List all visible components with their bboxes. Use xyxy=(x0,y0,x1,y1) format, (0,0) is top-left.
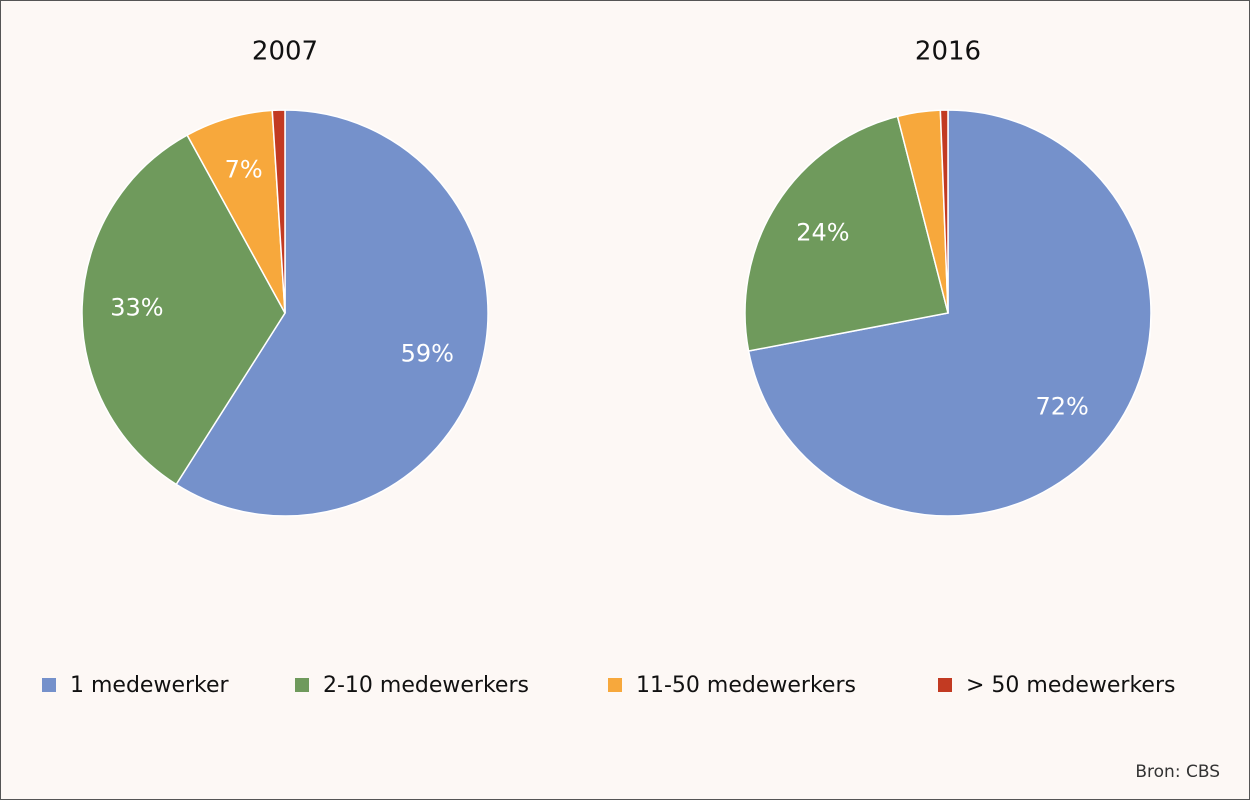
pie-slice xyxy=(175,109,489,517)
data-label: 72% xyxy=(1036,392,1089,420)
pie-slice xyxy=(747,109,1152,517)
legend-swatch xyxy=(938,678,952,692)
legend-label: > 50 medewerkers xyxy=(966,673,1175,698)
legend-label: 2-10 medewerkers xyxy=(323,673,529,698)
pie-slice xyxy=(81,134,286,486)
chart-title: 2007 xyxy=(252,37,318,67)
legend-swatch xyxy=(295,678,309,692)
chart-title: 2016 xyxy=(915,37,981,67)
source: Bron: CBS xyxy=(1135,762,1220,782)
legend-label: 1 medewerker xyxy=(70,673,230,698)
legend-label: 11-50 medewerkers xyxy=(636,673,856,698)
data-label: 59% xyxy=(401,339,454,367)
legend-swatch xyxy=(608,678,622,692)
pie-slice xyxy=(744,115,949,352)
pie-slice xyxy=(939,109,949,314)
data-label: 7% xyxy=(225,156,263,184)
data-label: 33% xyxy=(110,293,163,321)
pie-slice xyxy=(271,109,286,314)
data-label: 24% xyxy=(796,219,849,247)
legend-swatch xyxy=(42,678,56,692)
